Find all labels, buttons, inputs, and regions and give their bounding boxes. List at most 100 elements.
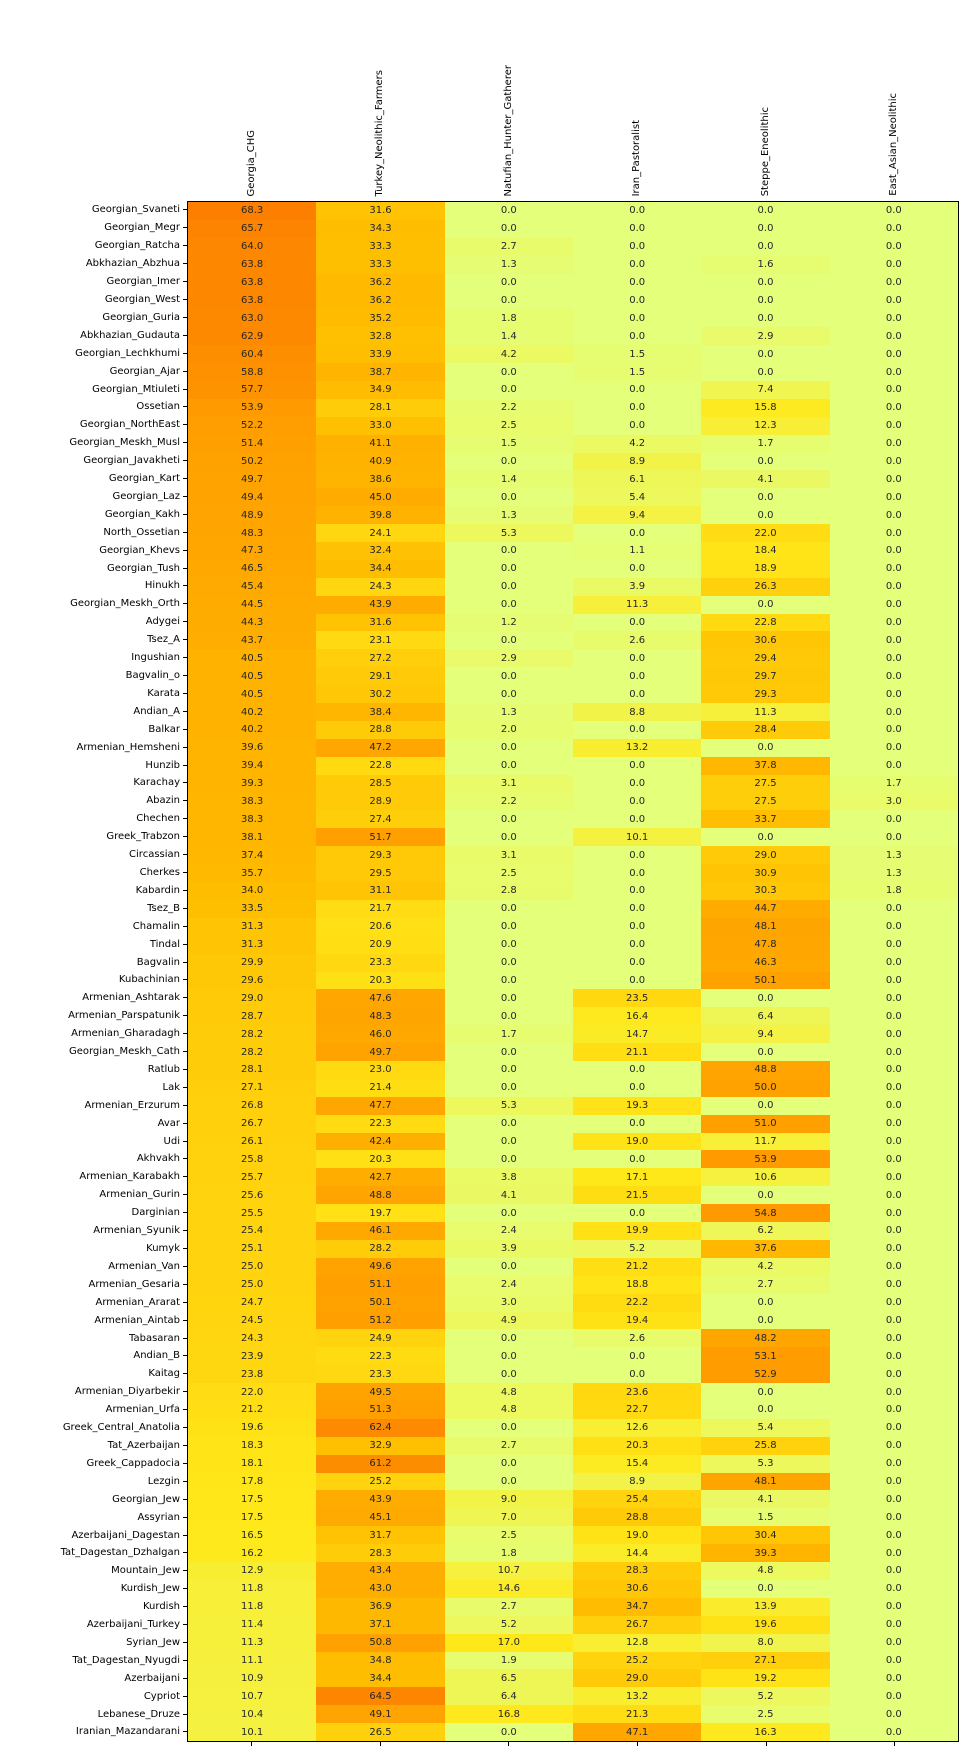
heatmap-cell: 1.8: [444, 1544, 573, 1563]
heatmap-cell: 0.0: [829, 989, 958, 1008]
heatmap-cell: 33.5: [188, 899, 317, 918]
heatmap-cell: 43.4: [316, 1562, 445, 1580]
y-axis-tick: [183, 1283, 187, 1285]
y-axis-tick: [183, 1731, 187, 1733]
heatmap-cell: 0.0: [829, 470, 958, 489]
heatmap-cell: 1.3: [829, 864, 958, 883]
heatmap-cell: 4.2: [701, 1257, 830, 1276]
heatmap-cell: 0.0: [444, 667, 573, 686]
heatmap-cell: 0.0: [829, 631, 958, 650]
row-label: Armenian_Karabakh: [0, 1168, 187, 1186]
y-axis-tick: [183, 764, 187, 766]
heatmap-cell: 33.3: [316, 237, 445, 256]
heatmap-cell: 0.0: [829, 935, 958, 954]
heatmap-cell: 23.6: [572, 1383, 702, 1401]
heatmap-cell: 2.9: [701, 327, 830, 346]
y-axis-tick: [183, 1498, 187, 1500]
heatmap-cell: 2.9: [444, 649, 573, 668]
heatmap-cell: 0.0: [444, 559, 573, 578]
heatmap-cell: 12.8: [572, 1633, 702, 1652]
heatmap-cell: 32.4: [316, 542, 445, 560]
y-axis-tick: [183, 1176, 187, 1178]
row-label: Syrian_Jew: [0, 1634, 187, 1652]
row-label-text: Armenian_Ararat: [95, 1296, 181, 1308]
heatmap-cell: 19.3: [572, 1096, 702, 1115]
heatmap-cell: 46.1: [316, 1222, 445, 1240]
heatmap-cell: 0.0: [829, 649, 958, 668]
heatmap-cell: 38.1: [188, 828, 317, 847]
heatmap-cell: 0.0: [444, 1060, 573, 1079]
heatmap-cell: 0.0: [444, 1150, 573, 1169]
heatmap-cell: 28.7: [188, 1007, 317, 1026]
heatmap-cell: 0.0: [829, 380, 958, 399]
row-labels: Georgian_Svaneti Georgian_Megr Georgian_Ra…: [0, 201, 187, 1741]
y-axis-tick: [183, 621, 187, 623]
row-label: Tsez_B: [0, 899, 187, 917]
row-label: Georgian_Svaneti: [0, 201, 187, 219]
heatmap-cell: 34.7: [572, 1597, 702, 1616]
heatmap-cell: 1.8: [829, 882, 958, 900]
row-label: Circassian: [0, 846, 187, 864]
heatmap-cell: 17.1: [572, 1168, 702, 1187]
heatmap-cell: 18.1: [188, 1454, 317, 1473]
row-label-text: Bagvalin: [136, 956, 180, 968]
heatmap-cell: 49.5: [316, 1383, 445, 1401]
row-label: Georgian_Laz: [0, 488, 187, 506]
heatmap-cell: 0.0: [701, 506, 830, 525]
heatmap-cell: 2.0: [444, 720, 573, 739]
heatmap-cell: 0.0: [829, 720, 958, 739]
row-label: Georgian_Meskh_Musl: [0, 434, 187, 452]
heatmap-cell: 8.9: [572, 452, 702, 471]
y-axis-tick: [183, 1516, 187, 1518]
heatmap-cell: 0.0: [829, 1544, 958, 1563]
heatmap-cell: 0.0: [444, 1078, 573, 1097]
heatmap-cell: 0.0: [572, 882, 702, 900]
heatmap-cell: 3.0: [444, 1293, 573, 1312]
row-label: Georgian_Kakh: [0, 505, 187, 523]
row-label-text: Cypriot: [143, 1690, 180, 1702]
heatmap-cell: 0.0: [829, 1633, 958, 1652]
heatmap-cell: 20.6: [316, 917, 445, 936]
heatmap-cell: 0.0: [829, 703, 958, 721]
heatmap-cell: 0.0: [829, 1687, 958, 1706]
heatmap-cell: 5.3: [444, 1096, 573, 1115]
heatmap-cell: 0.0: [829, 237, 958, 256]
row-label: Armenian_Syunik: [0, 1222, 187, 1240]
column-header-slot: Natufian_Hunter_Gatherer: [444, 0, 573, 196]
heatmap-cell: 16.2: [188, 1544, 317, 1563]
heatmap-cell: 2.7: [701, 1275, 830, 1294]
y-axis-tick: [183, 889, 187, 891]
row-label: Andian_A: [0, 702, 187, 720]
heatmap-cell: 18.8: [572, 1275, 702, 1294]
heatmap-cell: 43.7: [188, 631, 317, 650]
heatmap-cell: 0.0: [829, 1579, 958, 1598]
heatmap-cell: 0.0: [444, 291, 573, 310]
x-axis-ticks: [187, 1742, 959, 1747]
heatmap-cell: 37.6: [701, 1239, 830, 1258]
row-label: Darginian: [0, 1204, 187, 1222]
heatmap-cell: 0.0: [572, 1347, 702, 1366]
heatmap-cell: 36.2: [316, 291, 445, 310]
row-label-text: Chechen: [136, 813, 180, 825]
heatmap-cell: 1.7: [829, 774, 958, 793]
y-axis-tick: [183, 1659, 187, 1661]
row-label: Cherkes: [0, 864, 187, 882]
heatmap-cell: 6.5: [444, 1669, 573, 1688]
heatmap-cell: 0.0: [701, 1579, 830, 1598]
y-axis-tick: [183, 1534, 187, 1536]
heatmap-cell: 28.4: [701, 720, 830, 739]
heatmap-cell: 18.9: [701, 559, 830, 578]
heatmap-cell: 4.8: [444, 1383, 573, 1401]
heatmap-cell: 29.7: [701, 667, 830, 686]
y-axis-tick: [183, 692, 187, 694]
heatmap-cell: 62.9: [188, 327, 317, 346]
heatmap-cell: 61.2: [316, 1454, 445, 1473]
heatmap-cell: 0.0: [829, 1562, 958, 1580]
heatmap-cell: 0.0: [829, 542, 958, 560]
heatmap-cell: 30.2: [316, 685, 445, 704]
row-label-text: Iranian_Mazandarani: [75, 1726, 180, 1738]
x-axis-tick-slot: [444, 1742, 573, 1747]
y-axis-tick: [183, 639, 187, 641]
row-label-text: Georgian_Khevs: [99, 544, 180, 556]
heatmap-cell: 0.0: [572, 416, 702, 435]
